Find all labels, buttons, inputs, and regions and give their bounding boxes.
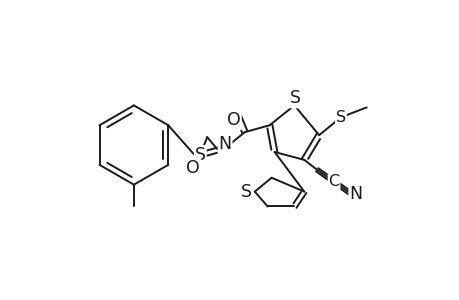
Text: O: O — [227, 111, 241, 129]
Text: S: S — [289, 89, 300, 107]
Text: S: S — [335, 110, 345, 125]
Text: S: S — [241, 183, 252, 201]
Text: C: C — [328, 174, 339, 189]
Text: S: S — [194, 146, 205, 164]
Text: N: N — [348, 184, 362, 202]
Text: N: N — [218, 135, 231, 153]
Text: O: O — [186, 159, 200, 177]
